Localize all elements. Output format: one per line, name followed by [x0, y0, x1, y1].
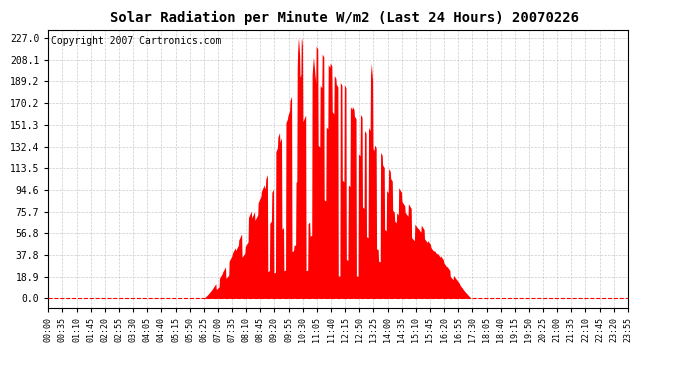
Text: Solar Radiation per Minute W/m2 (Last 24 Hours) 20070226: Solar Radiation per Minute W/m2 (Last 24… [110, 11, 580, 26]
Text: Copyright 2007 Cartronics.com: Copyright 2007 Cartronics.com [51, 36, 221, 45]
